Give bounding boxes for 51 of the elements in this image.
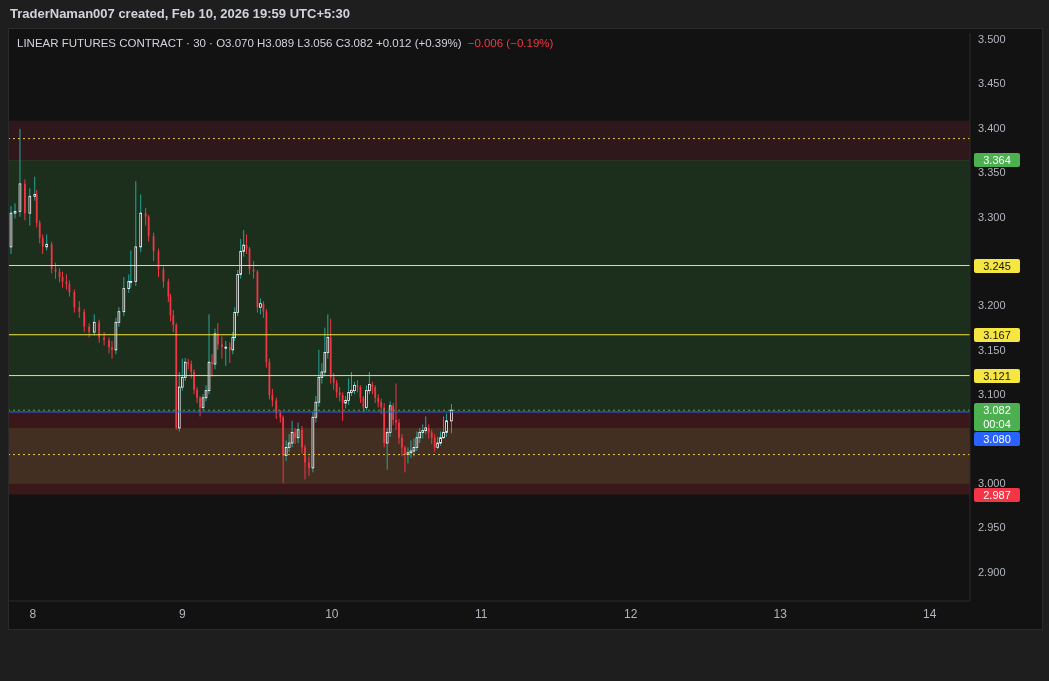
candlestick: [445, 413, 448, 438]
x-tick-label: 10: [325, 606, 339, 621]
candlestick: [73, 288, 76, 314]
candlestick: [111, 340, 113, 360]
candlestick: [409, 439, 413, 459]
x-tick-label: 14: [922, 606, 937, 621]
x-tick-label: 9: [179, 606, 187, 621]
candlestick: [28, 187, 32, 227]
candlestick: [224, 340, 228, 367]
y-tick-label: 3.350: [978, 166, 1006, 179]
candlestick: [83, 308, 86, 333]
candlestick: [294, 427, 296, 445]
y-tick-label: 3.300: [978, 210, 1006, 223]
x-tick-label: 11: [475, 606, 488, 621]
candlestick: [216, 322, 219, 351]
ref-line-label: 3.167: [974, 327, 1020, 342]
x-tick-label: 13: [773, 606, 788, 621]
y-tick-label: 3.000: [978, 476, 1006, 489]
candlestick: [24, 178, 26, 221]
ref-line-label: 3.121: [974, 368, 1020, 383]
chart-subtitle: LINEAR FUTURES CONTRACT · 30 · O3.070 H3.089 L3.056 C3.082 +0.012 (+0.39%): [17, 37, 462, 49]
x-tick-label: 12: [624, 606, 638, 621]
y-tick-label: 2.950: [978, 521, 1006, 534]
candlestick: [147, 214, 150, 243]
y-tick-label: 3.400: [978, 121, 1006, 134]
candlestick: [122, 276, 126, 317]
candlestick: [308, 455, 310, 477]
ref-line-label: 3.245: [974, 258, 1020, 273]
candlestick: [103, 331, 105, 346]
candlestick: [450, 403, 453, 434]
y-tick-label: 2.900: [978, 565, 1006, 578]
candlestick: [211, 353, 213, 377]
y-tick-label: 3.200: [978, 299, 1006, 312]
y-tick-label: 3.150: [978, 343, 1006, 356]
candlestick: [129, 249, 133, 289]
ref-line-label: 3.082 00:04: [974, 403, 1020, 432]
candlestick: [228, 342, 231, 364]
candlestick: [92, 313, 96, 337]
chart-title: TraderNaman007 created, Feb 10, 2026 19:59 UTC+5:30: [10, 6, 350, 21]
x-tick-label: 8: [29, 606, 37, 621]
annotation: −0.006 (−0.19%): [467, 37, 554, 49]
candlestick: [290, 420, 294, 448]
y-tick-label: 3.100: [978, 388, 1006, 401]
band-label: 3.364: [974, 152, 1020, 167]
candlestick: [415, 430, 419, 452]
candlestick: [341, 391, 344, 422]
candlestick: [275, 397, 278, 420]
band-label: 2.987: [974, 487, 1020, 502]
y-tick-label: 3.450: [978, 77, 1006, 90]
ref-line-label: 3.080: [974, 432, 1020, 447]
y-tick-label: 3.500: [978, 33, 1006, 46]
